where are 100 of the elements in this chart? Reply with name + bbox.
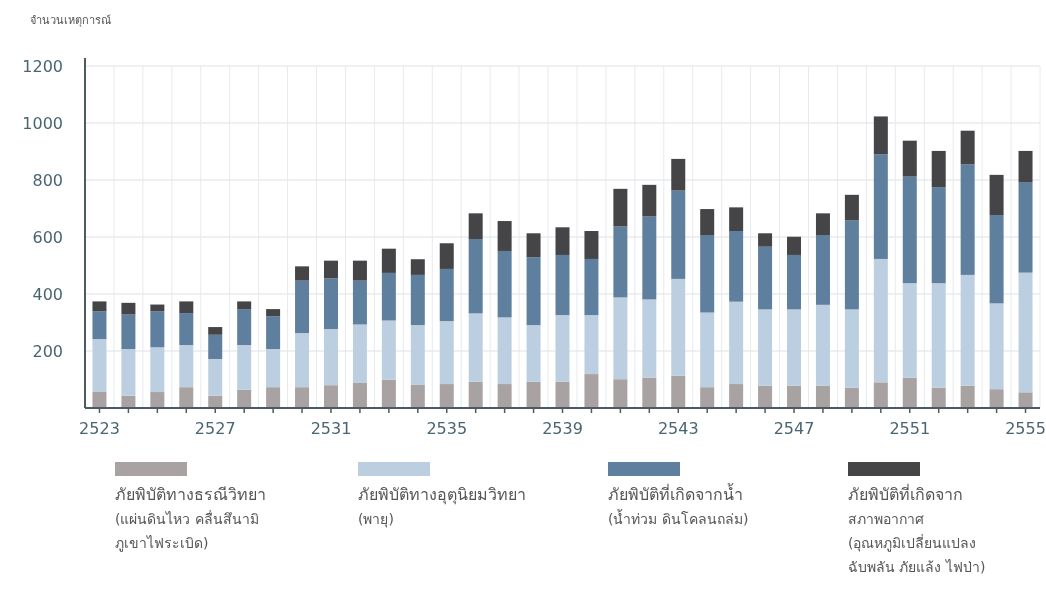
- bar: [815, 385, 830, 408]
- bar: [266, 349, 281, 388]
- bar: [873, 116, 888, 155]
- y-tick-label: 200: [32, 342, 63, 361]
- bar: [758, 246, 773, 310]
- bar: [439, 321, 454, 385]
- bar: [844, 309, 859, 388]
- bar: [179, 301, 194, 314]
- bar: [526, 325, 541, 382]
- bar: [179, 345, 194, 388]
- bar: [468, 381, 483, 408]
- bar: [758, 309, 773, 386]
- bar: [323, 329, 338, 386]
- bar: [266, 309, 281, 317]
- bar: [150, 392, 165, 408]
- bar: [729, 301, 744, 385]
- bar: [381, 272, 396, 321]
- bar: [323, 260, 338, 279]
- x-tick-label: 2547: [773, 419, 815, 438]
- x-tick-label: 2535: [426, 419, 468, 438]
- bar: [989, 303, 1004, 390]
- bar: [179, 387, 194, 408]
- bar: [1018, 392, 1033, 408]
- bar: [758, 385, 773, 408]
- bar: [237, 301, 252, 310]
- bar: [815, 213, 830, 236]
- bar: [208, 334, 223, 359]
- bar: [729, 207, 744, 232]
- bar: [642, 216, 657, 300]
- bar: [989, 174, 1004, 216]
- bar: [497, 250, 512, 318]
- bar: [700, 387, 715, 408]
- bar: [931, 283, 946, 388]
- bar: [960, 274, 975, 386]
- bar: [352, 324, 367, 383]
- bar: [613, 379, 628, 408]
- bar: [671, 375, 686, 408]
- y-axis-title: จำนวนเหตุการณ์: [30, 14, 111, 27]
- x-tick-label: 2543: [657, 419, 699, 438]
- bar: [1018, 182, 1033, 273]
- bar: [873, 382, 888, 408]
- bar: [179, 313, 194, 346]
- bar: [555, 227, 570, 255]
- bar: [410, 325, 425, 385]
- bar: [237, 309, 252, 346]
- bar: [989, 389, 1004, 408]
- bar: [642, 299, 657, 378]
- bar: [381, 248, 396, 273]
- bar: [613, 188, 628, 227]
- bar: [787, 309, 802, 386]
- bar: [555, 381, 570, 408]
- bar: [700, 209, 715, 236]
- bar: [729, 231, 744, 302]
- bar: [121, 349, 136, 396]
- bar: [960, 164, 975, 275]
- x-tick-label: 2523: [79, 419, 120, 438]
- bar: [671, 190, 686, 279]
- bar: [844, 194, 859, 221]
- bar: [671, 158, 686, 191]
- bar: [208, 358, 223, 396]
- bar: [92, 301, 107, 312]
- bar: [931, 150, 946, 188]
- x-tick-label: 2531: [310, 419, 352, 438]
- bar: [468, 239, 483, 314]
- bar: [497, 317, 512, 385]
- bar: [237, 389, 252, 408]
- bar: [295, 333, 310, 388]
- bar: [352, 260, 367, 281]
- bar: [439, 268, 454, 322]
- bar: [497, 384, 512, 408]
- bar: [758, 233, 773, 247]
- bar: [902, 140, 917, 177]
- bar: [873, 258, 888, 383]
- bar: [323, 385, 338, 408]
- legend-label: ภัยพิบัติที่เกิดจาก สภาพอากาศ (อุณหภูมิเปลี่ยนแปลง ฉับพลัน ภัยแล้ง ไฟป่า): [848, 483, 986, 575]
- bar: [671, 278, 686, 376]
- bar: [931, 387, 946, 408]
- bar: [931, 187, 946, 284]
- bar: [323, 278, 338, 330]
- legend-label: ภัยพิบัติทางธรณีวิทยา (แผ่นดินไหว คลื่นสึนามิ ภูเขาไฟระเบิด): [115, 485, 266, 552]
- bar: [497, 221, 512, 251]
- bar: [844, 387, 859, 408]
- bar: [960, 385, 975, 408]
- bar: [873, 154, 888, 259]
- bar: [121, 395, 136, 408]
- bar: [555, 254, 570, 316]
- bar: [266, 316, 281, 350]
- bar: [295, 387, 310, 408]
- x-tick-label: 2527: [194, 419, 236, 438]
- x-tick-label: 2539: [542, 419, 583, 438]
- bar: [844, 220, 859, 310]
- bar: [613, 226, 628, 298]
- bar: [410, 274, 425, 326]
- bar: [584, 315, 599, 375]
- bar: [208, 395, 223, 408]
- bar: [787, 236, 802, 255]
- bar: [902, 283, 917, 378]
- bar: [787, 254, 802, 310]
- bar: [960, 130, 975, 165]
- bar: [815, 235, 830, 305]
